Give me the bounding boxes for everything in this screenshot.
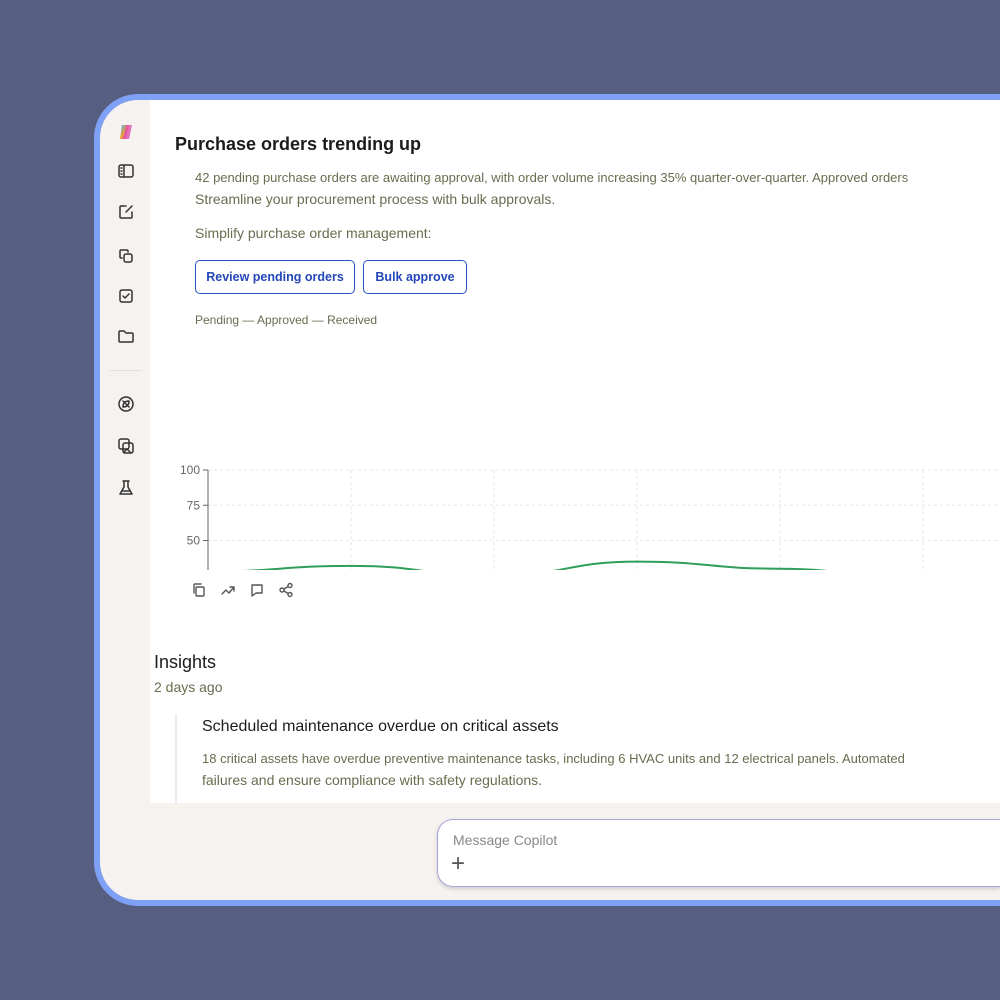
insight-item-line2: failures and ensure compliance with safe…: [202, 772, 543, 788]
copy-icon[interactable]: [191, 582, 207, 603]
comment-icon[interactable]: [249, 582, 265, 603]
y-tick-label: 50: [187, 534, 201, 548]
card-title: Purchase orders trending up: [175, 134, 422, 154]
bulk-approve-button[interactable]: Bulk approve: [363, 260, 467, 294]
labs-flask-icon[interactable]: [114, 476, 138, 500]
new-chat-icon[interactable]: [114, 200, 138, 224]
message-input[interactable]: Message Copilot +: [437, 819, 1000, 887]
tasks-icon[interactable]: [114, 284, 138, 308]
insights-time: 2 days ago: [154, 679, 223, 695]
trend-icon[interactable]: [220, 582, 236, 603]
main-content: Purchase orders trending up 42 pending p…: [150, 100, 1000, 803]
y-tick-label: 100: [180, 463, 200, 477]
sidebar-toggle-icon[interactable]: [114, 159, 138, 183]
review-pending-orders-button[interactable]: Review pending orders: [195, 260, 355, 294]
sidebar-divider: [110, 370, 142, 371]
image-gallery-icon[interactable]: [114, 434, 138, 458]
copy-pages-icon[interactable]: [114, 244, 138, 268]
insights-title: Insights: [154, 652, 217, 672]
folder-icon[interactable]: [114, 324, 138, 348]
discover-icon[interactable]: [114, 392, 138, 416]
line-chart: 0255075100Aug 22Dec 22Apr 23Aug 23Dec 23…: [180, 463, 1000, 570]
series-line-received: [240, 560, 828, 570]
y-tick-label: 25: [187, 569, 201, 570]
share-icon[interactable]: [278, 582, 294, 603]
insight-accent-bar: [175, 714, 177, 803]
insight-item-line1: 18 critical assets have overdue preventi…: [202, 751, 905, 766]
y-tick-label: 75: [187, 498, 201, 512]
copilot-logo[interactable]: [114, 120, 138, 144]
add-attachment-button[interactable]: +: [451, 850, 466, 877]
card-body-line2: Streamline your procurement process with…: [195, 191, 556, 207]
insight-item-title[interactable]: Scheduled maintenance overdue on critica…: [202, 718, 559, 735]
card-body-line1: 42 pending purchase orders are awaiting …: [195, 170, 909, 185]
copilot-window: Purchase orders trending up 42 pending p…: [100, 100, 1000, 900]
message-placeholder: Message Copilot: [453, 832, 558, 848]
chart-caption: Pending — Approved — Received: [195, 313, 378, 327]
card-prompt: Simplify purchase order management:: [195, 225, 432, 241]
sidebar: [100, 100, 150, 900]
